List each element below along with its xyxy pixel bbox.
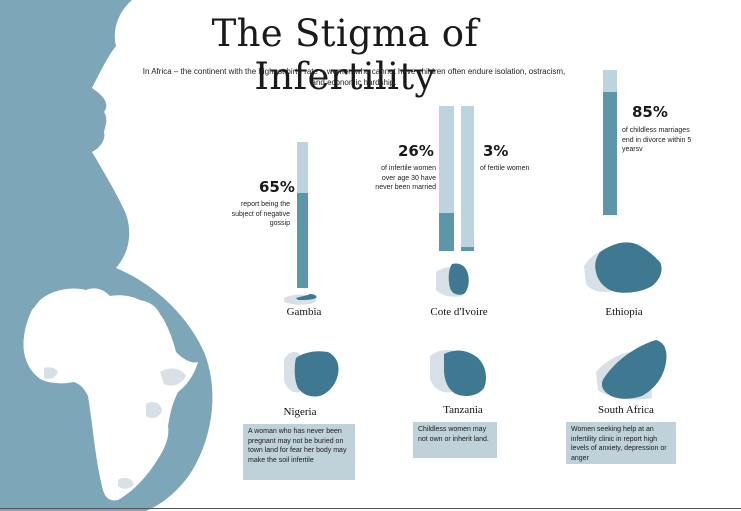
south-africa-map xyxy=(596,340,667,400)
ethiopia-percent: 85% xyxy=(632,103,668,121)
bottom-rule xyxy=(0,508,741,509)
cote-divoire-map xyxy=(436,263,469,297)
tanzania-note: Childless women may not own or inherit l… xyxy=(413,422,497,458)
cote-fertile-bar xyxy=(461,106,474,251)
cote-infertile-bar xyxy=(439,106,454,251)
country-label-tanzania: Tanzania xyxy=(443,404,483,416)
cote-fertile-percent: 3% xyxy=(483,142,509,160)
gambia-percent: 65% xyxy=(259,178,295,196)
ethiopia-divorce-bar-fill xyxy=(603,91,617,215)
cote-fertile-bar-fill xyxy=(461,246,474,251)
ethiopia-divorce-bar xyxy=(603,70,617,215)
country-label-cote-divoire: Cote d'Ivoire xyxy=(430,306,488,318)
cote-infertile-percent: 26% xyxy=(398,142,434,160)
cote-infertile-description: of infertile women over age 30 have neve… xyxy=(375,165,436,191)
country-label-south-africa: South Africa xyxy=(598,404,654,416)
ethiopia-description: of childless marriages end in divorce wi… xyxy=(622,127,692,153)
nigeria-note: A woman who has never been pregnant may … xyxy=(243,424,355,480)
country-label-gambia: Gambia xyxy=(286,306,322,318)
gambia-map xyxy=(284,294,317,305)
page-subtitle: In Africa – the continent with the highe… xyxy=(142,67,566,87)
tanzania-map xyxy=(430,349,486,396)
nigeria-map xyxy=(284,351,339,397)
gambia-gossip-bar xyxy=(297,142,308,288)
africa-map xyxy=(23,288,199,501)
cote-fertile-description: of fertile women xyxy=(480,165,530,172)
country-label-ethiopia: Ethiopia xyxy=(605,306,643,318)
south-africa-note: Women seeking help at an infertility cli… xyxy=(566,422,676,464)
cote-infertile-bar-fill xyxy=(439,213,454,251)
country-label-nigeria: Nigeria xyxy=(283,406,317,418)
gambia-description: report being the subject of negative gos… xyxy=(231,201,290,227)
page-title: The Stigma of Infertility xyxy=(211,12,479,98)
gambia-gossip-bar-fill xyxy=(297,193,308,288)
ethiopia-map xyxy=(584,242,662,293)
